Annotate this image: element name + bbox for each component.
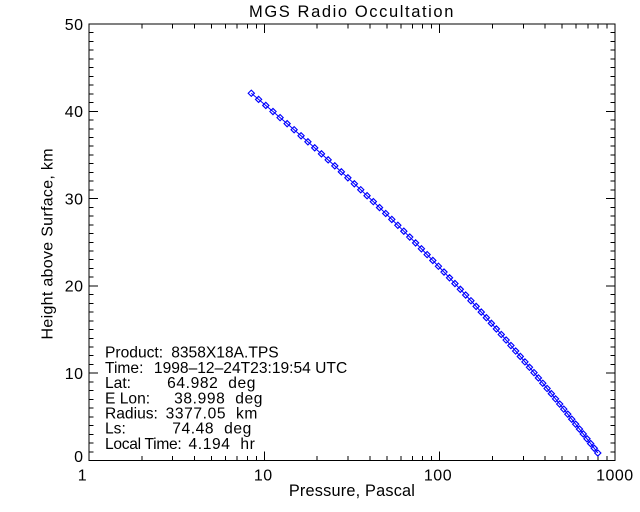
- svg-text:38.998 deg: 38.998 deg: [174, 390, 263, 407]
- svg-text:30: 30: [65, 191, 84, 208]
- svg-text:3377.05 km: 3377.05 km: [166, 406, 258, 423]
- svg-text:74.48 deg: 74.48 deg: [172, 421, 252, 438]
- svg-text:100: 100: [424, 467, 452, 484]
- svg-text:64.982 deg: 64.982 deg: [167, 375, 256, 392]
- svg-text:50: 50: [65, 17, 84, 34]
- svg-text:1000: 1000: [596, 467, 634, 484]
- svg-text:1998–12–24T23:19:54 UTC: 1998–12–24T23:19:54 UTC: [154, 360, 347, 377]
- svg-text:10: 10: [65, 366, 84, 383]
- svg-text:E Lon:: E Lon:: [105, 390, 150, 407]
- svg-text:Height above Surface, km: Height above Surface, km: [39, 148, 56, 339]
- svg-text:20: 20: [65, 279, 84, 296]
- svg-text:10: 10: [254, 467, 273, 484]
- svg-text:4.194 hr: 4.194 hr: [189, 436, 256, 453]
- svg-text:Lat:: Lat:: [105, 375, 131, 392]
- svg-text:Radius:: Radius:: [105, 406, 158, 423]
- svg-text:8358X18A.TPS: 8358X18A.TPS: [171, 345, 279, 362]
- svg-text:1: 1: [78, 467, 87, 484]
- svg-text:Ls:: Ls:: [105, 421, 126, 438]
- svg-text:Time:: Time:: [105, 360, 143, 377]
- svg-text:Product:: Product:: [105, 345, 163, 362]
- svg-text:Pressure, Pascal: Pressure, Pascal: [289, 482, 415, 500]
- svg-text:MGS Radio Occultation: MGS Radio Occultation: [249, 3, 455, 21]
- svg-text:0: 0: [74, 449, 83, 466]
- svg-text:40: 40: [65, 104, 84, 121]
- svg-text:Local Time:: Local Time:: [105, 436, 181, 453]
